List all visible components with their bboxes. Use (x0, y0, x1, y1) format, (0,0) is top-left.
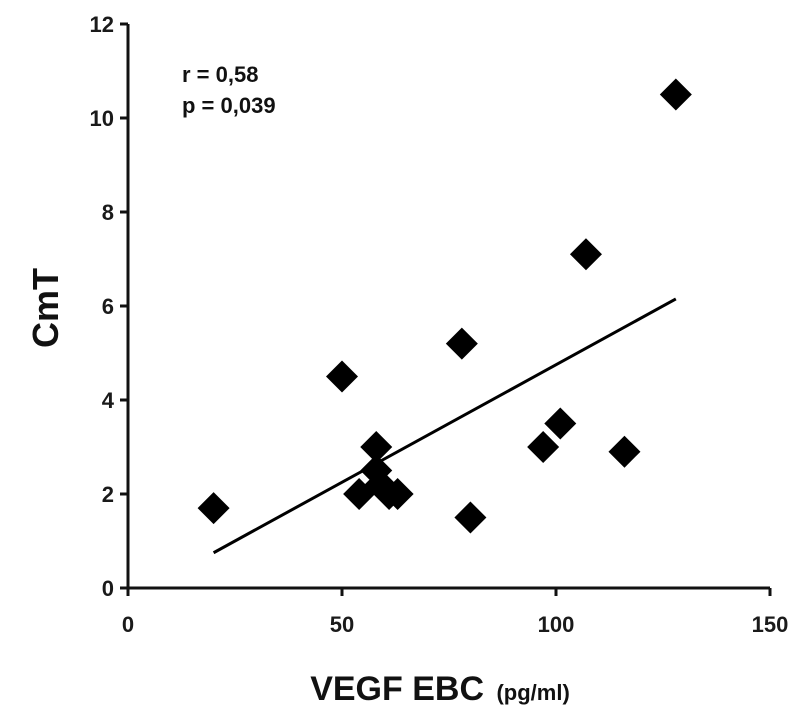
data-point-diamond (326, 360, 358, 393)
x-tick-label: 100 (538, 612, 575, 637)
data-points (197, 78, 692, 534)
data-point-diamond (544, 407, 577, 440)
y-tick-label: 10 (90, 106, 114, 131)
data-point-diamond (659, 78, 692, 111)
x-axis-title: VEGF EBC (pg/ml) (310, 670, 570, 708)
x-tick-label: 150 (752, 612, 789, 637)
y-tick-label: 6 (102, 294, 114, 319)
stat-p: p = 0,039 (182, 93, 276, 118)
x-axis-title-unit: (pg/ml) (496, 680, 569, 705)
y-axis-title: CmT (25, 268, 66, 348)
y-tick-label: 0 (102, 576, 114, 601)
y-tick-label: 4 (102, 388, 115, 413)
data-point-diamond (454, 501, 487, 534)
data-point-diamond (360, 431, 393, 463)
data-point-diamond (381, 478, 414, 510)
trendline (212, 297, 677, 555)
trendline-group (212, 297, 677, 555)
ticks: 0 2 4 6 8 10 12 0 50 100 150 (90, 12, 789, 637)
x-tick-label: 0 (122, 612, 134, 637)
stat-r: r = 0,58 (182, 62, 258, 87)
x-tick-label: 50 (330, 612, 354, 637)
data-point-diamond (197, 492, 230, 525)
data-point-diamond (527, 431, 560, 463)
y-tick-label: 12 (90, 12, 114, 37)
x-axis-title-main: VEGF EBC (310, 670, 484, 708)
y-tick-label: 8 (102, 200, 114, 225)
data-point-diamond (445, 327, 478, 360)
data-point-diamond (608, 435, 641, 468)
data-point-diamond (569, 238, 602, 271)
y-tick-label: 2 (102, 482, 114, 507)
